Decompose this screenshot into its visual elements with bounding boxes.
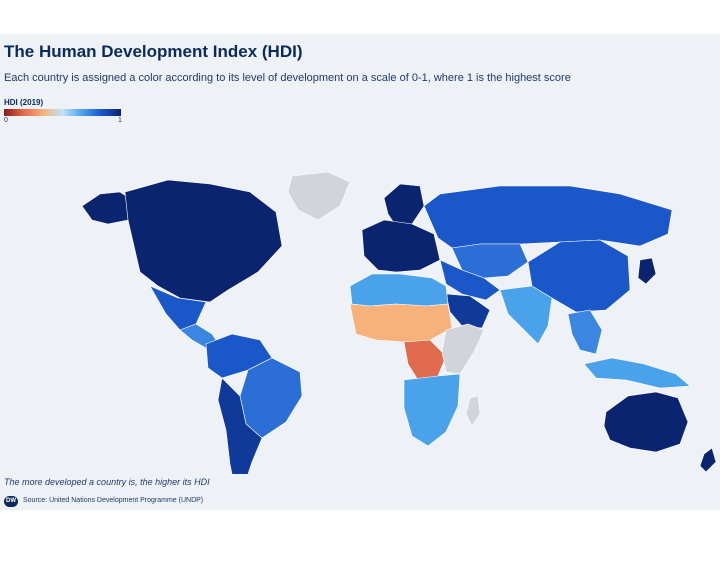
world-map [81,171,717,474]
region-alaska [81,191,133,225]
region-scandinavia [383,183,425,227]
legend-title: HDI (2019) [4,98,44,107]
region-north-america [124,179,283,303]
region-japan [637,257,657,285]
region-madagascar [465,395,481,427]
region-central-africa [403,339,447,381]
region-middle-east [439,259,501,301]
legend-gradient-bar [4,109,121,116]
legend-min-label: 0 [4,117,8,124]
page-subtitle: Each country is assigned a color accordi… [4,72,571,84]
source-text: Source: United Nations Development Progr… [23,497,204,504]
region-europe [361,219,441,273]
page-title: The Human Development Index (HDI) [4,42,303,61]
map-footnote: The more developed a country is, the hig… [4,477,210,487]
legend: HDI (2019) 0 1 [4,98,124,126]
region-arabia [445,293,491,329]
region-new-zealand [699,447,717,473]
region-southeast-asia [567,309,603,355]
region-southern-africa [403,373,461,447]
region-south-asia [499,285,553,345]
region-sahel [349,303,453,343]
legend-ticks: 0 1 [4,116,124,126]
region-north-africa [349,273,449,307]
region-russia [423,185,673,249]
region-south-america-south [217,377,263,474]
region-indonesia [583,357,691,389]
map-card: The Human Development Index (HDI) Each c… [0,34,720,510]
region-australia [603,391,689,453]
region-greenland [287,171,351,221]
region-east-africa [441,323,485,375]
region-brazil [239,357,303,439]
dw-logo-icon: DW [4,496,18,507]
legend-max-label: 1 [118,117,122,124]
